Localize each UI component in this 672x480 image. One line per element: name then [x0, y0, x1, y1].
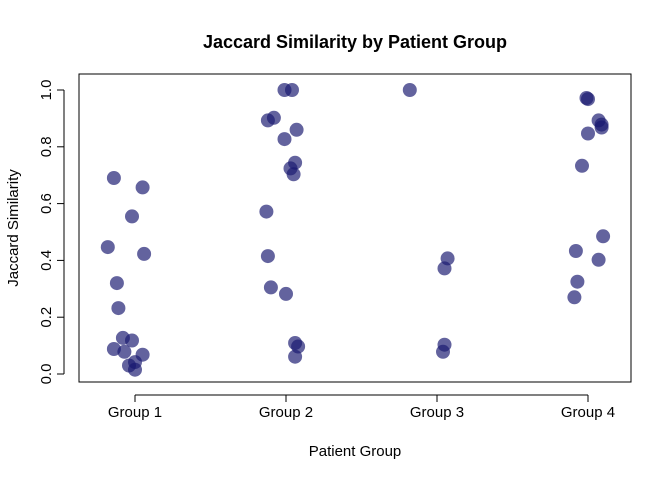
chart-title: Jaccard Similarity by Patient Group [203, 32, 507, 52]
y-tick-label: 0.2 [38, 307, 55, 328]
x-axis-label: Patient Group [309, 443, 402, 460]
data-point [125, 333, 139, 348]
data-point [285, 83, 299, 97]
data-point [567, 290, 582, 305]
data-point [581, 126, 595, 141]
data-point [111, 301, 126, 316]
data-point [288, 349, 303, 364]
data-point [128, 362, 142, 377]
y-axis-label: Jaccard Similarity [5, 169, 22, 287]
data-point [279, 286, 293, 301]
data-point [100, 240, 115, 255]
data-point [125, 209, 139, 224]
data-point [596, 229, 611, 244]
data-point [109, 276, 124, 291]
data-point [260, 249, 275, 264]
x-tick-label: Group 4 [561, 404, 615, 421]
data-point [263, 280, 278, 295]
data-point [137, 246, 152, 261]
data-point [277, 132, 292, 147]
data-point [289, 122, 304, 137]
y-tick-label: 1.0 [38, 80, 55, 101]
data-point [259, 204, 274, 219]
x-axis: Group 1 Group 2 Group 3 Group 4 [108, 394, 615, 421]
x-tick-label: Group 1 [108, 404, 162, 421]
y-tick-label: 0.0 [38, 364, 55, 385]
data-point [260, 113, 275, 128]
y-tick-label: 0.4 [38, 250, 55, 271]
data-point [591, 252, 606, 267]
x-tick-label: Group 3 [410, 404, 464, 421]
data-points [100, 83, 611, 377]
data-point [117, 344, 132, 359]
data-point [575, 158, 589, 173]
x-tick-label: Group 2 [259, 404, 313, 421]
y-tick-label: 0.6 [38, 193, 55, 214]
y-axis: 0.0 0.2 0.4 0.6 0.8 1.0 [38, 80, 65, 385]
data-point [135, 180, 150, 195]
data-point [437, 261, 452, 276]
data-point [568, 244, 583, 258]
data-point [106, 171, 121, 185]
y-tick-label: 0.8 [38, 136, 55, 157]
plot-frame [78, 73, 632, 383]
data-point [570, 274, 585, 289]
data-point [402, 83, 417, 97]
data-point [106, 342, 121, 356]
data-point [436, 344, 450, 359]
data-point [286, 167, 301, 182]
data-point [594, 120, 609, 135]
data-point [581, 92, 595, 107]
